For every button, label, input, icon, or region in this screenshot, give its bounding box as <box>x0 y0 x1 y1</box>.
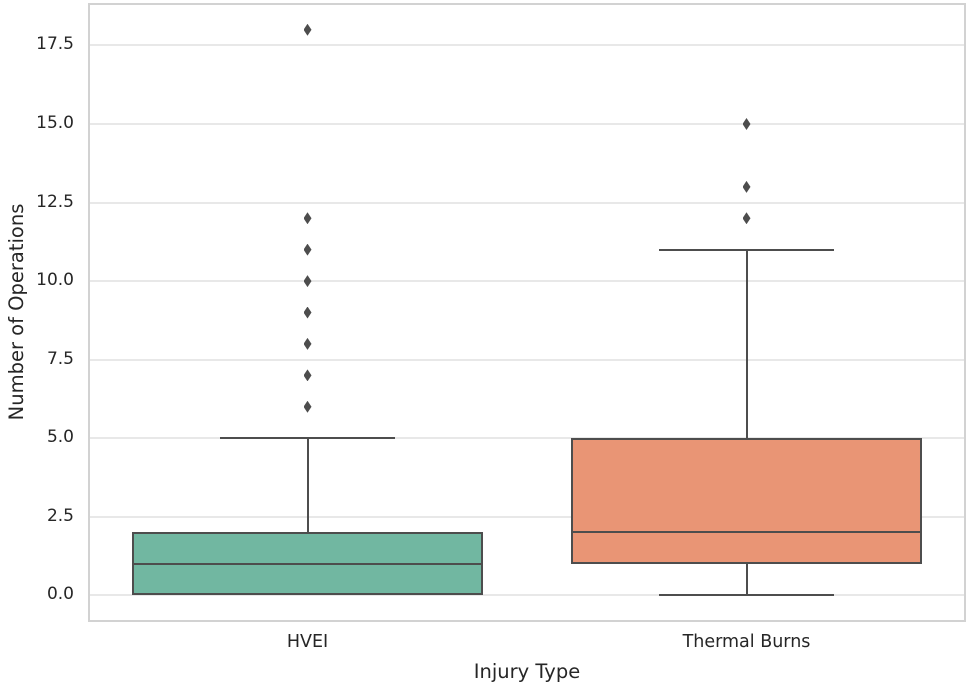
y-tick-label: 10.0 <box>36 270 74 291</box>
y-tick-label: 7.5 <box>46 348 74 369</box>
whisker-cap <box>658 248 835 251</box>
whisker-cap <box>219 437 396 440</box>
plot-area <box>88 3 966 622</box>
gridline <box>88 515 966 518</box>
outlier-diamond-icon <box>303 212 312 225</box>
gridline <box>88 358 966 361</box>
y-tick-label: 5.0 <box>46 427 74 448</box>
outlier-diamond-icon <box>742 180 751 193</box>
y-tick-label: 12.5 <box>36 191 74 212</box>
gridline <box>88 280 966 283</box>
gridline <box>88 122 966 125</box>
median-line <box>570 531 923 534</box>
outlier-diamond-icon <box>303 243 312 256</box>
outlier-diamond-icon <box>742 117 751 130</box>
outlier-diamond-icon <box>303 306 312 319</box>
whisker-cap <box>658 594 835 597</box>
x-tick-label: HVEI <box>286 632 329 652</box>
gridline <box>88 44 966 47</box>
y-tick-label: 17.5 <box>36 34 74 55</box>
outlier-diamond-icon <box>303 337 312 350</box>
whisker-line <box>745 249 748 439</box>
median-line <box>131 562 484 565</box>
y-tick-label: 2.5 <box>46 505 74 526</box>
outlier-diamond-icon <box>303 400 312 413</box>
whisker-line <box>745 563 748 596</box>
gridline <box>88 201 966 204</box>
box <box>570 438 923 564</box>
y-tick-label: 15.0 <box>36 112 74 133</box>
y-tick-label: 0.0 <box>46 584 74 605</box>
gridline <box>88 437 966 440</box>
whisker-line <box>306 438 309 533</box>
outlier-diamond-icon <box>303 275 312 288</box>
gridline <box>88 594 966 597</box>
x-axis-label: Injury Type <box>473 660 581 683</box>
outlier-diamond-icon <box>303 23 312 36</box>
outlier-diamond-icon <box>742 212 751 225</box>
outlier-diamond-icon <box>303 369 312 382</box>
x-tick-label: Thermal Burns <box>682 632 811 652</box>
y-axis-label: Number of Operations <box>5 203 28 421</box>
